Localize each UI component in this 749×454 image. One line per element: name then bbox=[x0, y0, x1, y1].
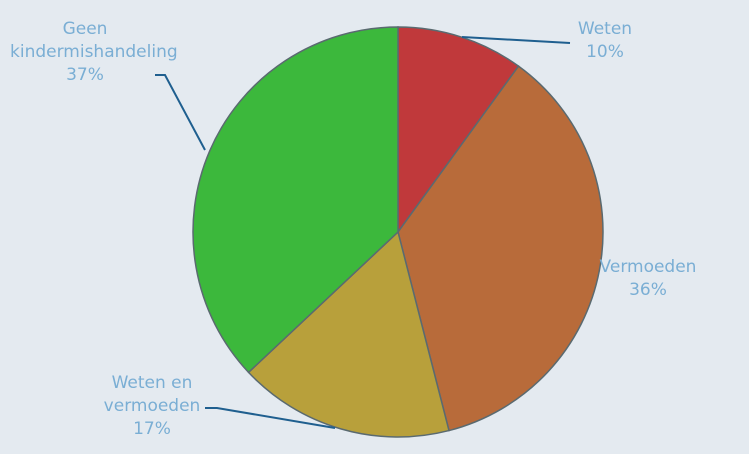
category-label: Geen kindermishandeling bbox=[10, 19, 178, 62]
category-label: Weten en vermoeden bbox=[103, 373, 201, 416]
category-label: Vermoeden bbox=[599, 257, 697, 277]
slice bbox=[397, 26, 520, 235]
slice bbox=[397, 65, 604, 432]
slice-label: Geen kindermishandeling 37% bbox=[10, 18, 178, 87]
leader-line bbox=[205, 407, 336, 429]
value-label: 37% bbox=[66, 65, 104, 85]
slice bbox=[192, 26, 399, 374]
slices bbox=[192, 26, 604, 438]
value-label: 17% bbox=[133, 419, 171, 439]
leader-line bbox=[155, 74, 206, 151]
slice-label: Weten 10% bbox=[540, 18, 670, 64]
leader-line bbox=[461, 36, 571, 44]
slice-label: Vermoeden 36% bbox=[583, 256, 713, 302]
slice bbox=[247, 230, 450, 438]
value-label: 10% bbox=[586, 42, 624, 62]
slice-label: Weten en vermoeden 17% bbox=[87, 372, 217, 441]
value-label: 36% bbox=[629, 280, 667, 300]
category-label: Weten bbox=[577, 19, 633, 39]
leader-lines bbox=[155, 36, 571, 429]
